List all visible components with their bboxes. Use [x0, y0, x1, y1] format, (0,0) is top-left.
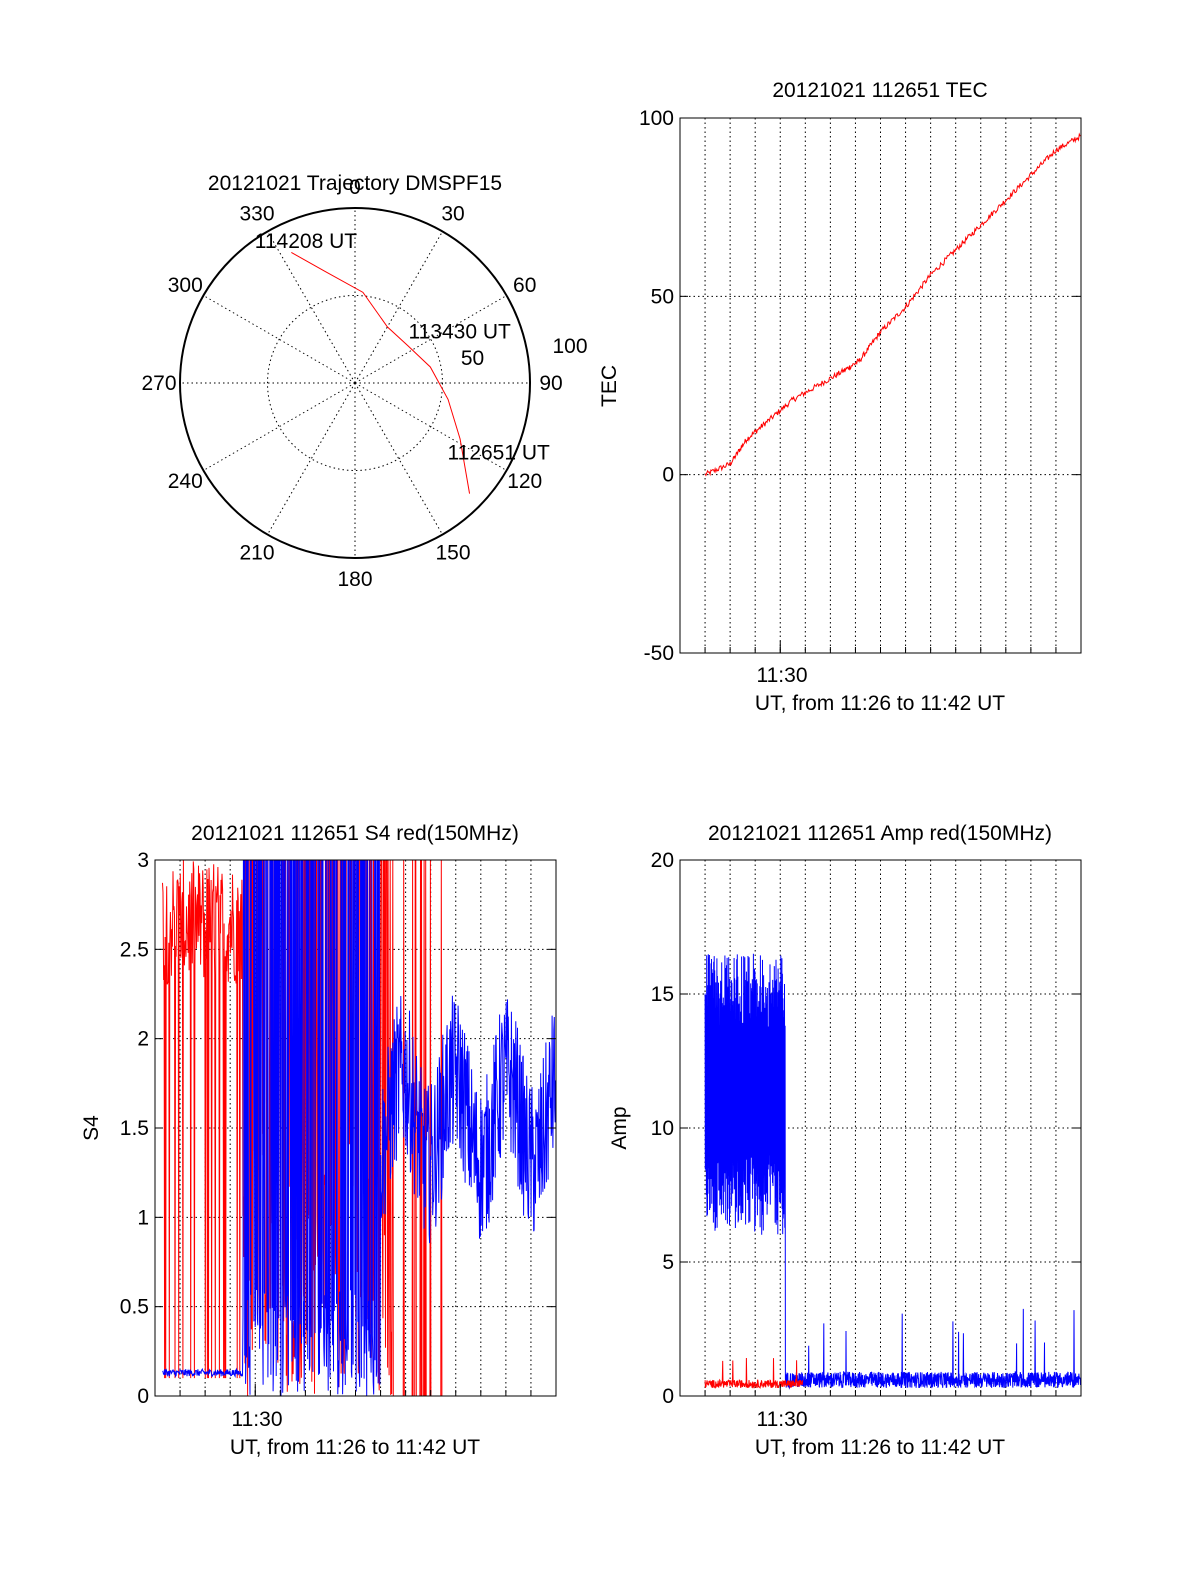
tec-xtick-label: 11:30: [757, 664, 808, 687]
y-tick-label: 50: [651, 285, 674, 308]
tec-xlabel: UT, from 11:26 to 11:42 UT: [755, 692, 1005, 715]
tec-line: [704, 132, 1081, 477]
tec-ylabel: TEC: [598, 365, 621, 407]
polar-title: 20121021 Trajectory DMSPF15: [208, 172, 502, 195]
tec-title: 20121021 112651 TEC: [772, 79, 987, 102]
y-tick-label: 1: [137, 1206, 149, 1229]
amp-grid: [680, 860, 1081, 1396]
polar-labels: 0 30 60 90 120 150 180 210 240 270 300 330 50 100 1142…: [141, 176, 587, 591]
y-tick-label: 20: [651, 849, 674, 872]
polar-trajectory-plot: 20121021 Trajectory DMSPF15 0 30 60 90 120 15…: [141, 172, 587, 591]
polar-angle-label: 30: [441, 202, 464, 225]
y-tick-label: 2: [137, 1028, 149, 1051]
amp-red-line: [704, 1357, 803, 1390]
y-tick-label: 0: [662, 464, 674, 487]
s4-xtick-label: 11:30: [232, 1408, 283, 1431]
y-tick-label: 0: [137, 1385, 149, 1408]
amp-xlabel: UT, from 11:26 to 11:42 UT: [755, 1436, 1005, 1459]
polar-angle-label: 120: [507, 470, 542, 493]
tec-series: [704, 132, 1081, 477]
y-tick-label: 0: [662, 1385, 674, 1408]
y-tick-label: 100: [639, 107, 674, 130]
amp-title: 20121021 112651 Amp red(150MHz): [708, 822, 1052, 845]
s4-xlabel: UT, from 11:26 to 11:42 UT: [230, 1436, 480, 1459]
s4-blue-line: [162, 859, 557, 1396]
polar-inner-circle: [267, 295, 443, 471]
tec-ticks: -50 0 50 100: [639, 107, 1081, 665]
s4-title: 20121021 112651 S4 red(150MHz): [191, 822, 519, 845]
polar-track: [291, 252, 471, 494]
polar-angle-label: 300: [168, 274, 203, 297]
tec-grid: [680, 118, 1081, 653]
s4-plot: 20121021 112651 S4 red(150MHz) 0 0.5 1 1.5 2…: [80, 822, 557, 1459]
amp-blue-line: [704, 953, 1082, 1390]
polar-angle-label: 0: [349, 176, 361, 199]
y-tick-label: 1.5: [120, 1117, 149, 1140]
polar-annotation: 113430 UT: [409, 321, 512, 344]
polar-trajectory-line: [291, 252, 471, 494]
polar-angle-label: 240: [168, 470, 203, 493]
polar-angle-label: 210: [239, 542, 274, 565]
polar-angle-label: 150: [435, 542, 470, 565]
polar-annotation: 114208 UT: [255, 230, 358, 253]
y-tick-label: 15: [651, 983, 674, 1006]
s4-ylabel: S4: [80, 1115, 103, 1141]
y-tick-label: 10: [651, 1117, 674, 1140]
amp-plot: 20121021 112651 Amp red(150MHz) 0 5 10 15 20…: [608, 822, 1082, 1459]
y-tick-label: 5: [662, 1251, 674, 1274]
polar-angle-label: 270: [141, 372, 176, 395]
polar-grid: [179, 207, 531, 559]
s4-ticks: 0 0.5 1 1.5 2 2.5 3: [120, 849, 556, 1408]
amp-xtick-label: 11:30: [757, 1408, 808, 1431]
polar-angle-label: 180: [337, 568, 372, 591]
polar-angle-label: 90: [539, 372, 562, 395]
y-tick-label: 0.5: [120, 1296, 149, 1319]
amp-series: [704, 953, 1082, 1390]
y-tick-label: -50: [644, 642, 674, 665]
polar-outer-circle: [179, 207, 531, 559]
polar-radial-label: 50: [461, 347, 484, 370]
amp-ticks: 0 5 10 15 20: [651, 849, 1081, 1408]
polar-annotation: 112651 UT: [448, 441, 551, 464]
y-tick-label: 2.5: [120, 938, 149, 961]
y-tick-label: 3: [137, 849, 149, 872]
polar-angle-label: 330: [239, 202, 274, 225]
polar-radial-label: 100: [552, 335, 587, 358]
polar-angle-label: 60: [513, 274, 536, 297]
amp-ylabel: Amp: [608, 1106, 631, 1149]
